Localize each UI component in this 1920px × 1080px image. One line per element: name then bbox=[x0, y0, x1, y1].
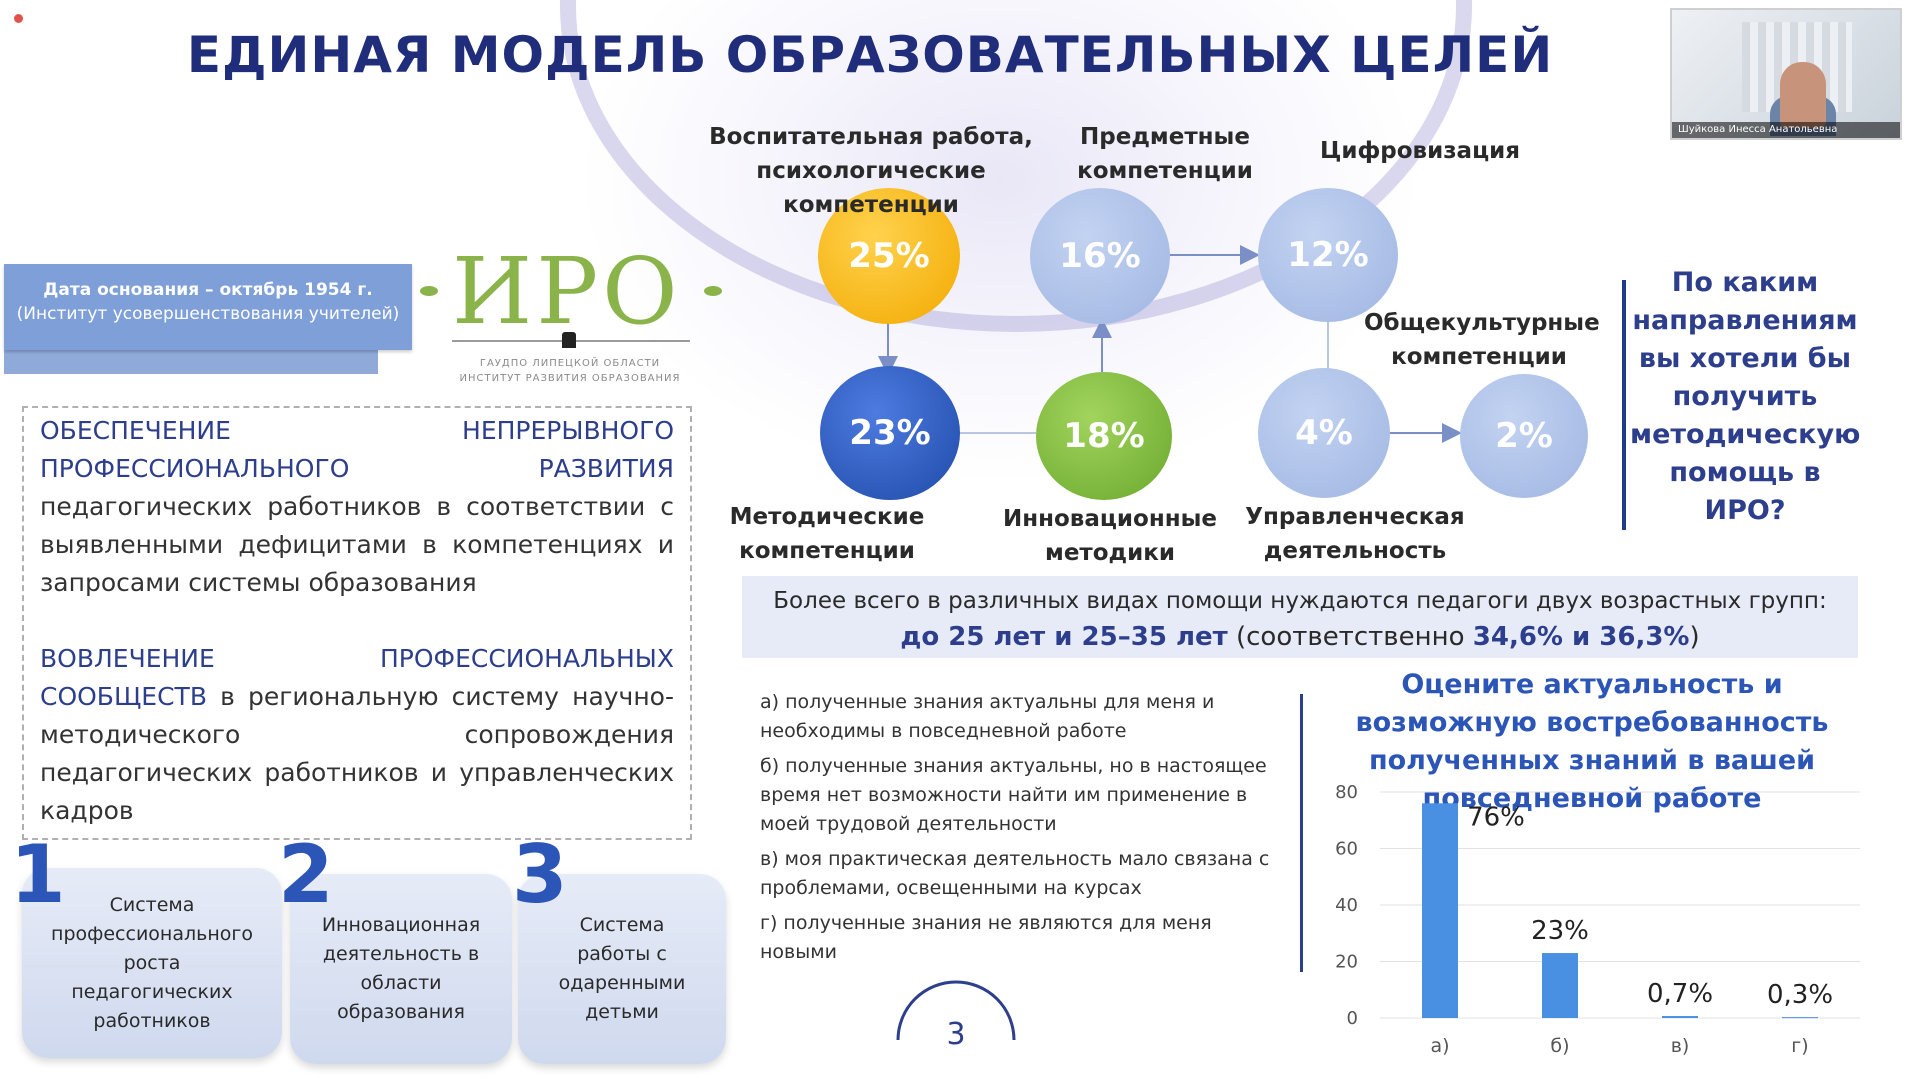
card-3-text: Система работы с одаренными детьми bbox=[558, 914, 686, 1023]
goal-2-text: в региональную систему научно-методическ… bbox=[40, 682, 674, 825]
card-1-text: Система профессионального роста педагоги… bbox=[51, 893, 253, 1032]
data-label: 0,7% bbox=[1647, 979, 1713, 1009]
logo-subtitle-line1: ГАУДПО ЛИПЕЦКОЙ ОБЛАСТИ bbox=[479, 358, 661, 369]
option-b: б) полученные знания актуальны, но в нас… bbox=[760, 755, 1267, 835]
bubble-management: 4% bbox=[1258, 368, 1390, 498]
goals-text-box: ОБЕСПЕЧЕНИЕ НЕПРЕРЫВНОГО ПРОФЕССИОНАЛЬНО… bbox=[22, 406, 692, 840]
survey-question: По каким направлениям вы хотели бы получ… bbox=[1630, 267, 1861, 526]
leaf-right-icon bbox=[704, 286, 722, 296]
bubble-digitalization: 12% bbox=[1258, 188, 1398, 322]
logo-subtitle-line2: ИНСТИТУТ РАЗВИТИЯ ОБРАЗОВАНИЯ bbox=[459, 373, 681, 384]
foundation-institute: (Институт усовершенствования учителей) bbox=[16, 304, 400, 324]
participant-video[interactable]: Шуйкова Инесса Анатольевна bbox=[1670, 8, 1902, 140]
foundation-date: Дата основания – октябрь 1954 г. bbox=[43, 280, 373, 300]
bubble-methodical-competencies: 23% bbox=[820, 366, 960, 500]
date-banner-tail bbox=[4, 350, 378, 374]
label-general-culture: Общекультурные компетенции bbox=[1364, 310, 1600, 370]
x-tick-label: б) bbox=[1550, 1035, 1569, 1057]
iro-logo: ИРО bbox=[452, 238, 682, 345]
goal-1-text: педагогических работников в соответствии… bbox=[40, 492, 674, 597]
chart-divider bbox=[1300, 694, 1303, 972]
page-number-badge: 3 bbox=[896, 980, 1016, 1052]
card-3-number: 3 bbox=[512, 828, 568, 921]
card-2-text: Инновационная деятельность в области обр… bbox=[321, 914, 481, 1023]
y-tick-label: 40 bbox=[1335, 895, 1358, 916]
x-tick-label: а) bbox=[1430, 1035, 1449, 1057]
y-tick-label: 60 bbox=[1335, 839, 1358, 860]
knowledge-relevance-chart: 0 20 40 60 80 76% а) 23% б) 0,7% в) 0,3% г) bbox=[1335, 782, 1860, 1057]
leaf-left-icon bbox=[420, 286, 438, 296]
card-1-number: 1 bbox=[10, 828, 66, 921]
answer-options: а) полученные знания актуальны для меня … bbox=[760, 688, 1270, 973]
logo-subtitle: ГАУДПО ЛИПЕЦКОЙ ОБЛАСТИ ИНСТИТУТ РАЗВИТИ… bbox=[430, 356, 710, 386]
bar-2 bbox=[1542, 953, 1578, 1018]
data-label: 0,3% bbox=[1767, 980, 1833, 1010]
banner-age-groups: до 25 лет и 25–35 лет bbox=[900, 622, 1228, 652]
banner-line-1: Более всего в различных видах помощи нуж… bbox=[773, 588, 1827, 614]
recording-indicator-icon bbox=[14, 14, 23, 23]
label-methodical-competencies: Методические компетенции bbox=[729, 504, 925, 564]
bubble-educational-work: 25% bbox=[818, 188, 960, 324]
bar-4 bbox=[1782, 1017, 1818, 1019]
banner-close: ) bbox=[1689, 622, 1700, 652]
participant-name: Шуйкова Инесса Анатольевна bbox=[1672, 122, 1900, 138]
option-d: г) полученные знания не являются для мен… bbox=[760, 912, 1212, 963]
bubble-innovative-methods: 18% bbox=[1036, 372, 1172, 500]
label-management: Управленческая деятельность bbox=[1245, 504, 1465, 564]
bar-3 bbox=[1662, 1016, 1698, 1018]
data-label: 23% bbox=[1531, 916, 1589, 946]
bubble-general-culture: 2% bbox=[1460, 374, 1588, 498]
banner-text: (соответственно bbox=[1227, 622, 1473, 652]
label-innovative-methods: Инновационные методики bbox=[1002, 506, 1218, 566]
goal-2-heading: ВОВЛЕЧЕНИЕ ПРОФЕССИОНАЛЬНЫХ СООБЩЕСТВ bbox=[40, 644, 674, 711]
card-1: Система профессионального роста педагоги… bbox=[22, 868, 282, 1058]
age-group-banner: Более всего в различных видах помощи нуж… bbox=[742, 576, 1858, 658]
y-tick-label: 20 bbox=[1335, 952, 1358, 973]
option-a: а) полученные знания актуальны для меня … bbox=[760, 691, 1215, 742]
goal-paragraph-2: ВОВЛЕЧЕНИЕ ПРОФЕССИОНАЛЬНЫХ СООБЩЕСТВ в … bbox=[40, 640, 674, 830]
y-tick-label: 80 bbox=[1335, 782, 1358, 803]
emblem-icon bbox=[562, 332, 576, 348]
card-2-number: 2 bbox=[278, 828, 334, 921]
card-3: Система работы с одаренными детьми bbox=[518, 874, 726, 1064]
question-divider bbox=[1622, 280, 1626, 530]
x-tick-label: в) bbox=[1671, 1035, 1690, 1057]
goal-1-heading: ОБЕСПЕЧЕНИЕ НЕПРЕРЫВНОГО ПРОФЕССИОНАЛЬНО… bbox=[40, 416, 674, 483]
bubble-subject-competencies: 16% bbox=[1030, 188, 1170, 324]
page-arc bbox=[896, 980, 1016, 1041]
bar-1 bbox=[1422, 803, 1458, 1018]
banner-line-2: до 25 лет и 25–35 лет (соответственно 34… bbox=[742, 618, 1858, 656]
data-label: 76% bbox=[1467, 802, 1525, 832]
label-subject-competencies: Предметные компетенции bbox=[1077, 124, 1253, 184]
slide-title: ЕДИНАЯ МОДЕЛЬ ОБРАЗОВАТЕЛЬНЫХ ЦЕЛЕЙ bbox=[186, 26, 1554, 84]
banner-percentages: 34,6% и 36,3% bbox=[1472, 622, 1690, 652]
chart-title: Оцените актуальность и возможную востреб… bbox=[1355, 669, 1829, 814]
label-digitalization: Цифровизация bbox=[1319, 138, 1521, 164]
video-person bbox=[1780, 62, 1826, 128]
card-2: Инновационная деятельность в области обр… bbox=[290, 874, 512, 1064]
label-educational-work: Воспитательная работа, психологические к… bbox=[709, 124, 1033, 218]
x-tick-label: г) bbox=[1791, 1035, 1808, 1057]
y-tick-label: 0 bbox=[1347, 1008, 1358, 1029]
foundation-date-banner: Дата основания – октябрь 1954 г. (Инстит… bbox=[4, 264, 412, 350]
goal-paragraph-1: ОБЕСПЕЧЕНИЕ НЕПРЕРЫВНОГО ПРОФЕССИОНАЛЬНО… bbox=[40, 412, 674, 602]
page-number: 3 bbox=[946, 1017, 965, 1052]
option-c: в) моя практическая деятельность мало св… bbox=[760, 848, 1270, 899]
